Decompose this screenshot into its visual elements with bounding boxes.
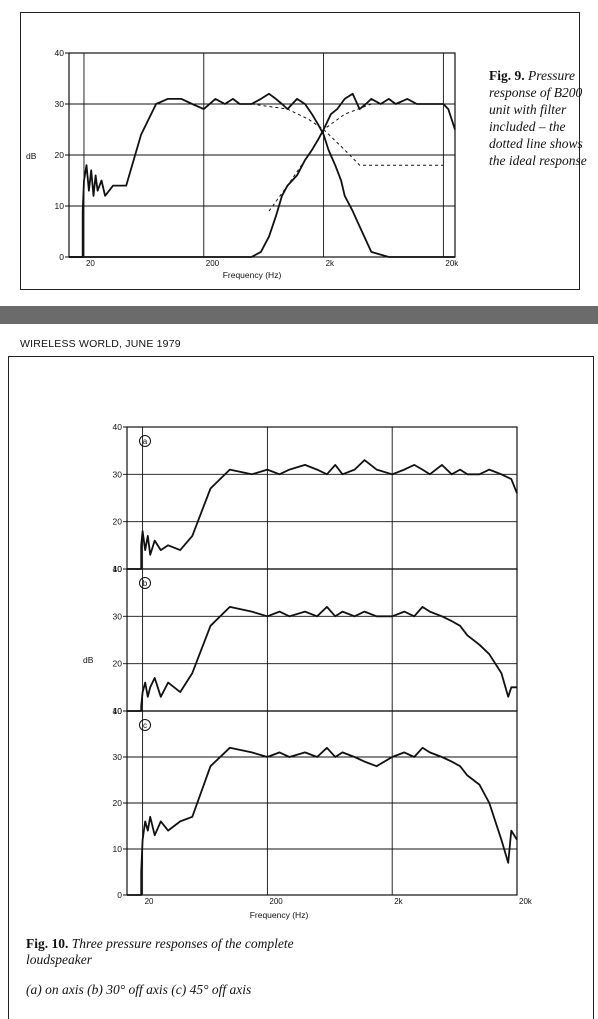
fig10-panel-b-series-measured-0 <box>127 605 517 712</box>
fig9-y-tick-label: 40 <box>55 48 65 58</box>
fig9-series-measured-1 <box>69 92 456 258</box>
fig10-panel-c-x-tick-label: 2k <box>394 897 403 906</box>
fig9-caption: Fig. 9. Pressure response of B200 unit w… <box>489 67 597 169</box>
fig10-panel-c-y-tick-label: 20 <box>113 798 123 808</box>
fig9-x-axis-label: Frequency (Hz) <box>223 270 282 280</box>
fig10-panel-a-series-measured-0 <box>127 459 518 570</box>
fig9-y-tick-label: 10 <box>55 201 65 211</box>
fig10-panel-b-y-tick-label: 10 <box>113 706 123 716</box>
fig10-panel-c-series-measured-0 <box>127 746 518 896</box>
fig10-panel-c-x-tick-label: 200 <box>269 897 283 906</box>
fig10-panel-a-y-tick-label: 10 <box>113 564 123 574</box>
fig10-panel-c-y-tick-label: 0 <box>117 890 122 900</box>
fig10-panel-c-marker-circle <box>139 719 151 731</box>
fig10-panel-b-marker-label: b <box>143 579 148 588</box>
fig10-panel-c-x-tick-label: 20 <box>145 897 154 906</box>
fig9-series-measured-0 <box>69 92 455 258</box>
fig9-series-ideal-2 <box>131 103 444 166</box>
fig9-x-tick-label: 20 <box>86 259 95 268</box>
fig10-panel-c-marker-label: c <box>143 721 147 730</box>
fig9-panel: 20 200 2k 20k 40 30 20 10 0 dB Frequency (Hz) Fig.… <box>20 12 587 290</box>
fig9-x-tick-label: 2k <box>326 259 335 268</box>
fig10-panel-a-marker-label: a <box>143 437 148 446</box>
fig10-panel-a-y-tick-label: 20 <box>113 517 123 527</box>
fig10-caption-sub: (a) on axis (b) 30° off axis (c) 45° off… <box>26 982 252 997</box>
fig10-panel: 40 30 20 10 a 40 30 20 10 b 20 200 2k 20k 40 30 20 10 0 c dB… <box>8 356 594 1019</box>
fig10-panel-a-y-tick-label: 40 <box>113 422 123 432</box>
fig9-caption-label: Fig. 9. <box>489 68 525 83</box>
fig10-panel-b-plot-frame <box>126 568 518 712</box>
fig9-chart: 20 200 2k 20k 40 30 20 10 0 dB Frequency (Hz) <box>26 48 459 280</box>
fig10-chart: 40 30 20 10 a 40 30 20 10 b 20 200 2k 20k 40 30 20 10 0 c dB… <box>83 422 533 920</box>
fig10-panel-b-y-tick-label: 20 <box>113 659 123 669</box>
fig10-panel-b-marker-circle <box>139 577 151 589</box>
fig10-y-axis-label: dB <box>83 655 94 665</box>
fig10-panel-a-plot-frame <box>126 426 518 570</box>
fig10-panel-b-y-tick-label: 40 <box>113 564 123 574</box>
fig10-caption: Fig. 10. Three pressure responses of the… <box>26 936 326 968</box>
fig9-x-tick-label: 20k <box>445 259 459 268</box>
running-header: WIRELESS WORLD, JUNE 1979 <box>20 338 181 350</box>
fig10-panel-c-x-tick-label: 20k <box>519 897 533 906</box>
fig9-y-tick-label: 0 <box>59 252 64 262</box>
fig10-panel-b-y-tick-label: 30 <box>113 611 123 621</box>
page-divider-band <box>0 306 598 324</box>
fig9-y-axis-label: dB <box>26 151 37 161</box>
fig10-panel-a-marker-circle <box>139 435 151 447</box>
fig10-panel-a-y-tick-label: 30 <box>113 469 123 479</box>
fig9-y-tick-label: 30 <box>55 99 65 109</box>
fig10-panel-c-y-tick-label: 30 <box>113 752 123 762</box>
fig10-panel-c-y-tick-label: 40 <box>113 706 123 716</box>
fig9-caption-text: Pressure response of B200 unit with filt… <box>489 68 587 168</box>
fig10-x-axis-label: Frequency (Hz) <box>250 910 309 920</box>
fig10-caption-text: Three pressure responses of the complete… <box>26 936 294 967</box>
fig10-panel-c-y-tick-label: 10 <box>113 844 123 854</box>
fig10-caption-label: Fig. 10. <box>26 936 69 951</box>
fig9-x-tick-label: 200 <box>206 259 220 268</box>
fig9-y-tick-label: 20 <box>55 150 65 160</box>
fig9-series-ideal-3 <box>268 103 444 212</box>
